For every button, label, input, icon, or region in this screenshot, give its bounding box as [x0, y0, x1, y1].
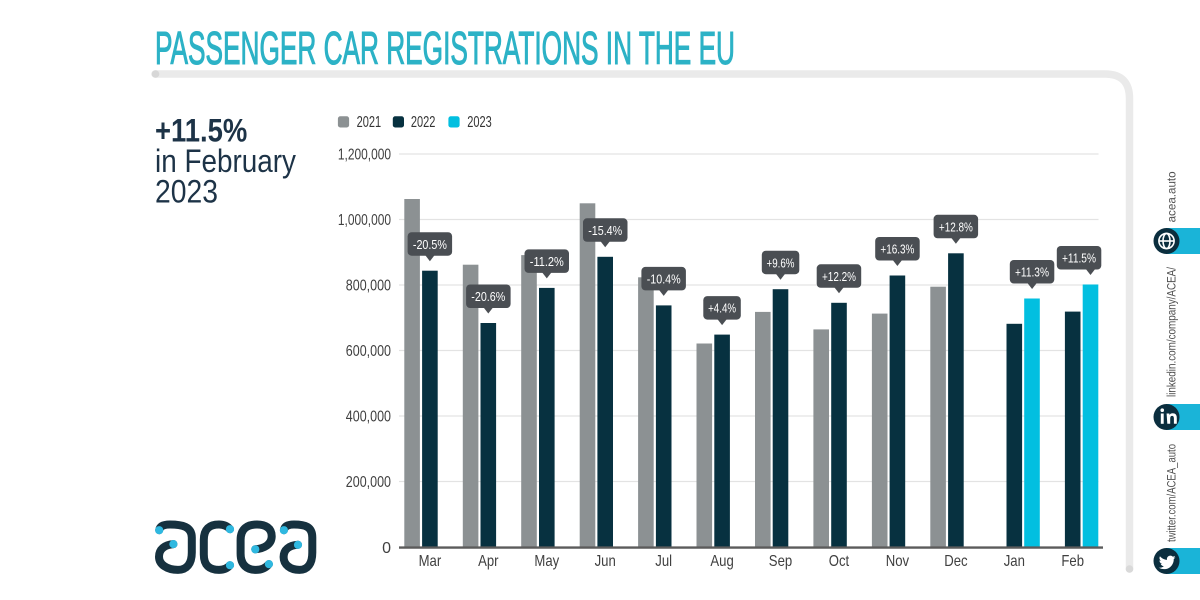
svg-text:PASSENGER CAR REGISTRATIONS IN: PASSENGER CAR REGISTRATIONS IN THE EU	[155, 22, 735, 74]
svg-text:Apr: Apr	[478, 553, 499, 570]
svg-text:200,000: 200,000	[346, 474, 391, 491]
svg-text:2022: 2022	[411, 114, 436, 131]
svg-text:-10.4%: -10.4%	[647, 272, 681, 287]
svg-text:+16.3%: +16.3%	[880, 242, 914, 257]
svg-text:2023: 2023	[467, 114, 492, 131]
svg-text:2021: 2021	[357, 114, 382, 131]
svg-text:linkedin.com/company/ACEA/: linkedin.com/company/ACEA/	[1166, 266, 1178, 397]
svg-text:600,000: 600,000	[346, 343, 391, 360]
svg-text:+11.3%: +11.3%	[1015, 265, 1049, 280]
svg-text:Jun: Jun	[595, 553, 616, 570]
svg-text:Jul: Jul	[655, 553, 672, 570]
svg-text:acea.auto: acea.auto	[1166, 171, 1178, 222]
svg-text:+12.8%: +12.8%	[939, 219, 973, 234]
svg-text:+12.2%: +12.2%	[822, 269, 856, 284]
svg-text:twitter.com/ACEA_auto: twitter.com/ACEA_auto	[1166, 444, 1178, 542]
svg-text:+4.4%: +4.4%	[708, 301, 736, 316]
svg-text:+11.5%: +11.5%	[1062, 251, 1096, 266]
svg-text:Sep: Sep	[769, 553, 792, 570]
svg-text:Dec: Dec	[944, 553, 967, 570]
svg-text:Oct: Oct	[829, 553, 850, 570]
svg-text:800,000: 800,000	[346, 277, 391, 294]
svg-text:1,200,000: 1,200,000	[338, 146, 391, 163]
svg-text:-15.4%: -15.4%	[588, 223, 622, 238]
svg-text:2023: 2023	[155, 174, 218, 210]
svg-text:-20.5%: -20.5%	[413, 237, 447, 252]
svg-text:+11.5%: +11.5%	[155, 113, 247, 149]
svg-text:Feb: Feb	[1061, 553, 1084, 570]
svg-text:Jan: Jan	[1004, 553, 1025, 570]
svg-text:-20.6%: -20.6%	[471, 289, 505, 304]
svg-text:1,000,000: 1,000,000	[338, 212, 391, 229]
svg-text:Nov: Nov	[886, 553, 909, 570]
svg-text:Aug: Aug	[710, 553, 733, 570]
svg-text:May: May	[534, 553, 559, 570]
svg-text:in February: in February	[155, 143, 297, 179]
svg-text:Mar: Mar	[419, 553, 442, 570]
svg-text:-11.2%: -11.2%	[530, 254, 564, 269]
svg-text:400,000: 400,000	[346, 408, 391, 425]
svg-text:+9.6%: +9.6%	[767, 255, 795, 270]
svg-text:0: 0	[382, 540, 391, 557]
